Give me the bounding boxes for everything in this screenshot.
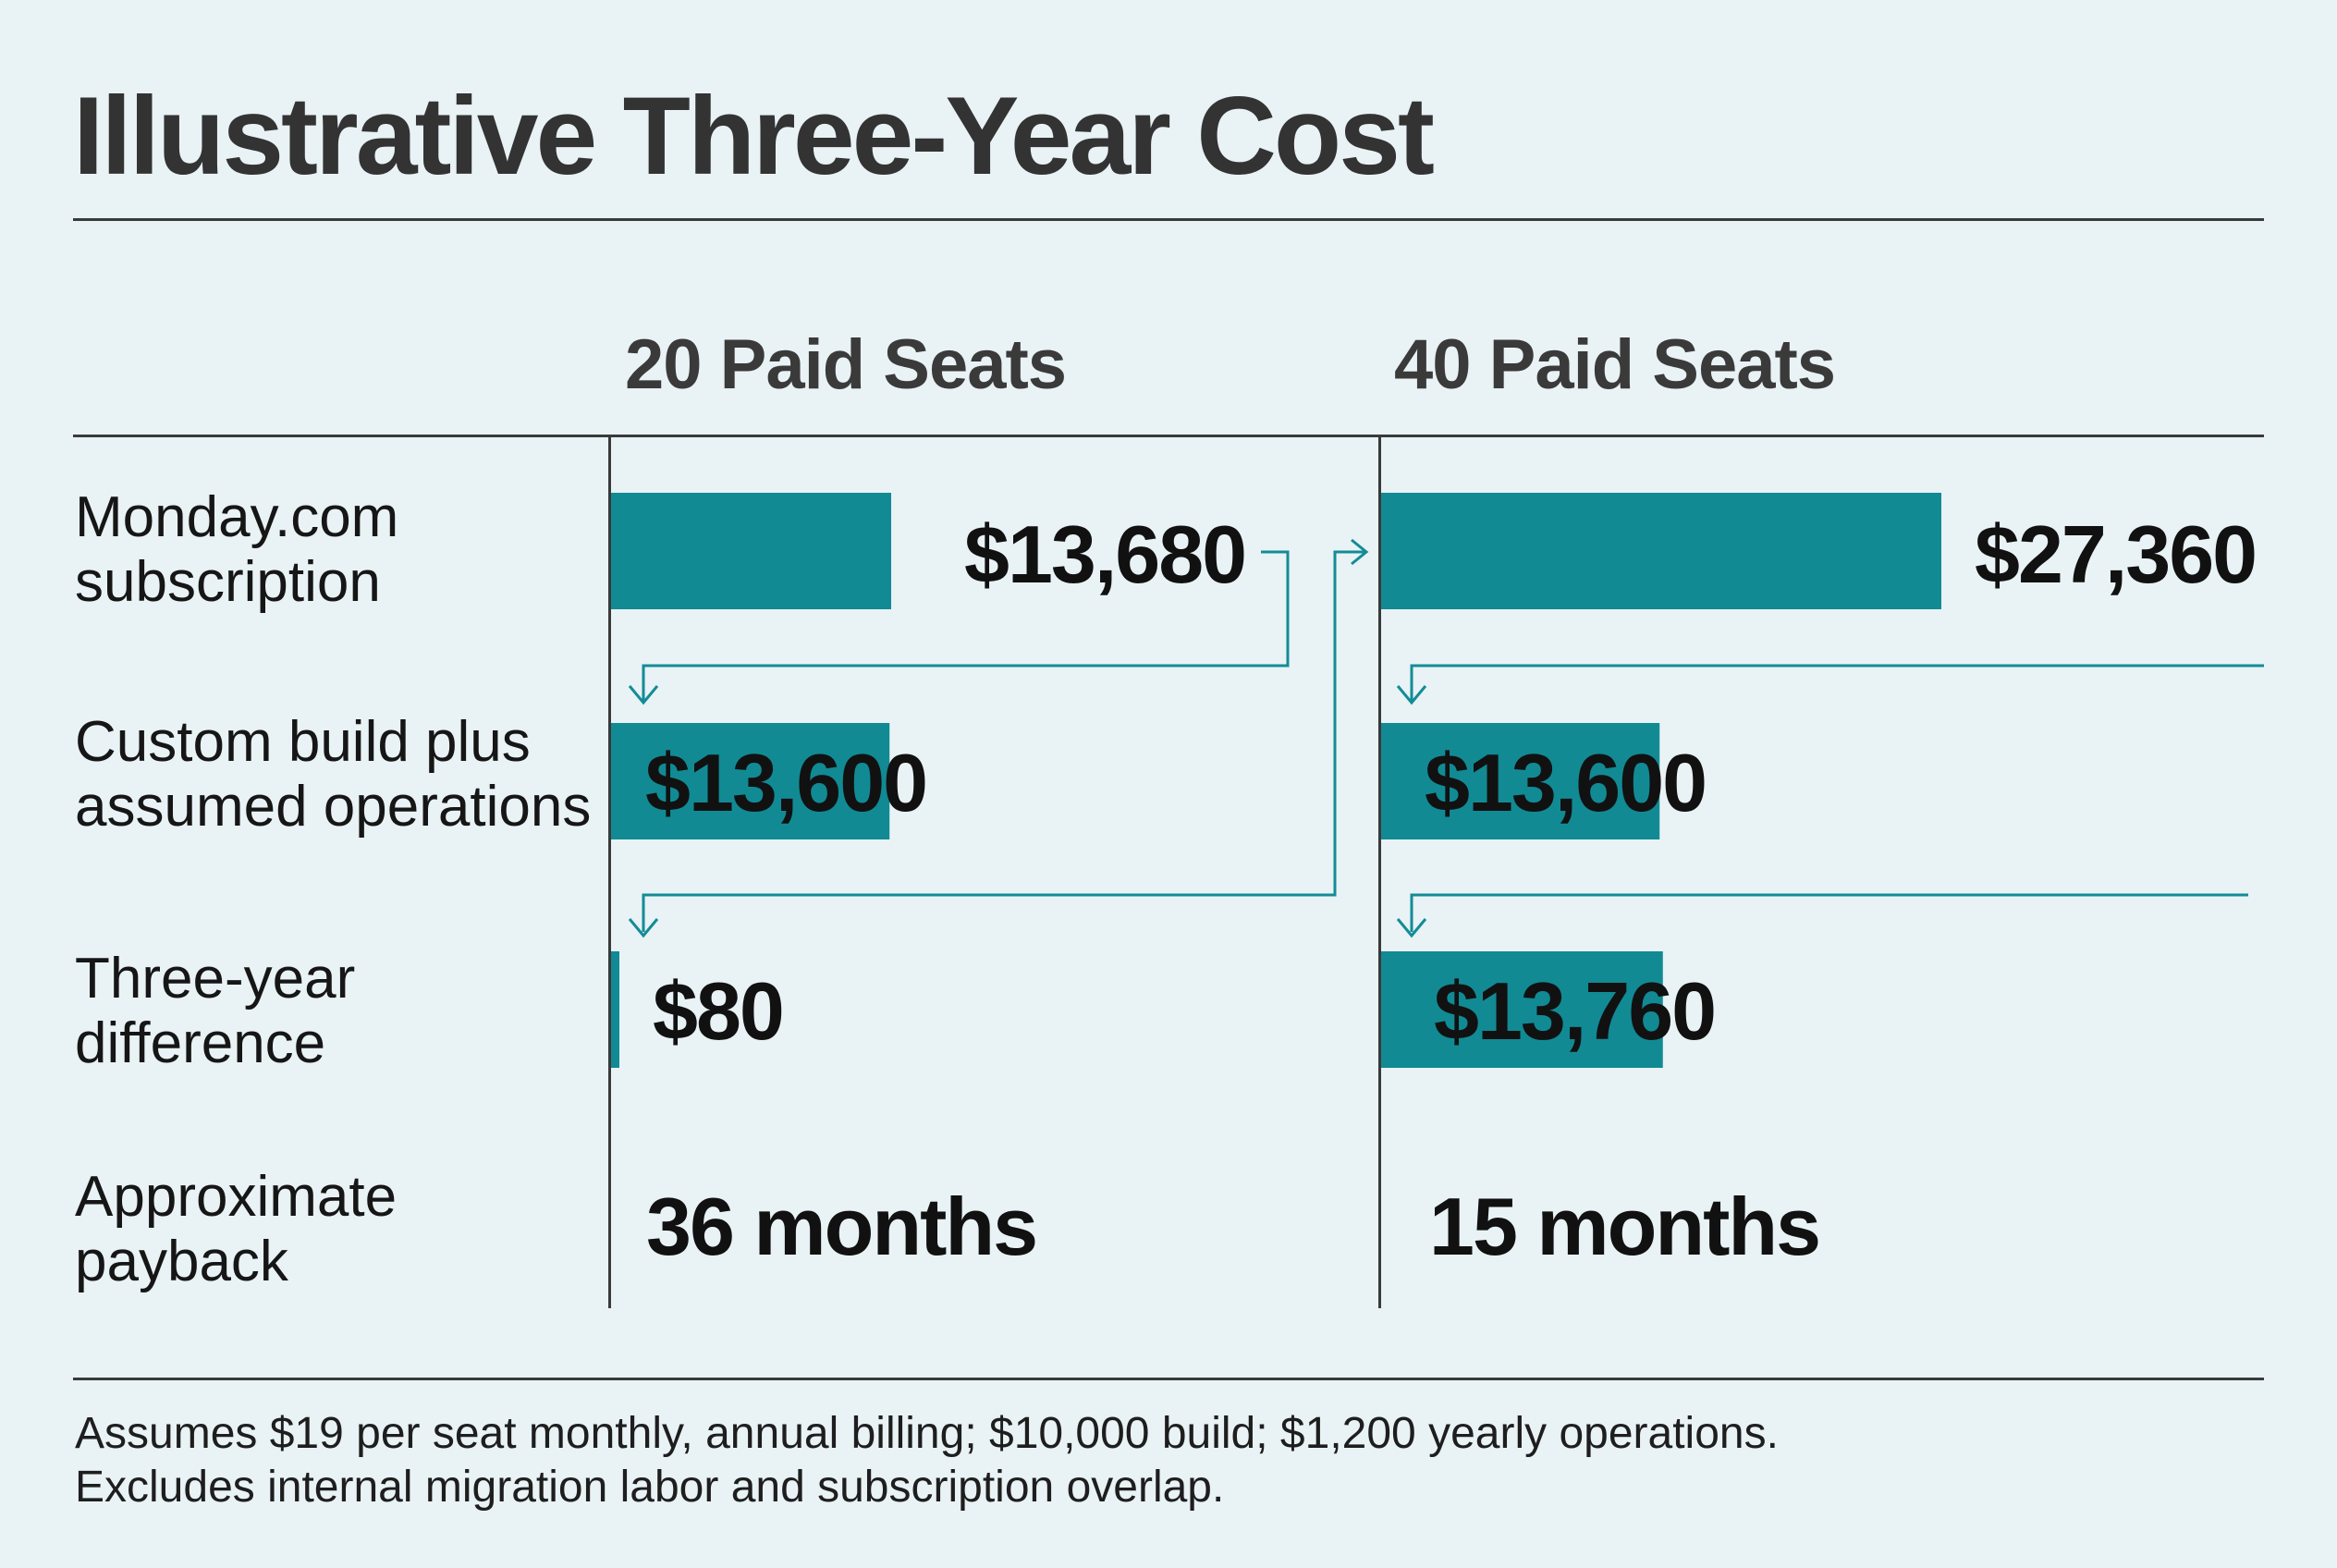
bar-40-seats-row-2 bbox=[1381, 723, 1660, 839]
column-divider-40-seats bbox=[1378, 435, 1381, 1308]
value-40-subscription: $27,360 bbox=[1975, 508, 2257, 600]
arrowhead-20-difference bbox=[628, 918, 659, 938]
arrowhead-40-build bbox=[1396, 685, 1427, 705]
bar-40-seats-row-3 bbox=[1381, 951, 1663, 1068]
footer-divider bbox=[73, 1378, 2264, 1380]
arrowhead-20-build bbox=[628, 685, 659, 705]
connector-20-to-40-seats bbox=[642, 550, 1366, 932]
connector-40-subscription-to-build bbox=[1410, 664, 2264, 701]
connector-lines bbox=[628, 538, 2264, 938]
value-20-custom-build: $13,600 bbox=[645, 737, 928, 828]
value-20-difference: $80 bbox=[653, 965, 785, 1057]
row-label-payback: Approximate payback bbox=[75, 1165, 398, 1293]
value-20-subscription: $13,680 bbox=[964, 508, 1247, 600]
chart-title: Illustrative Three-Year Cost bbox=[73, 74, 1435, 198]
bars bbox=[611, 493, 1941, 1068]
value-40-custom-build: $13,600 bbox=[1425, 737, 1707, 828]
footnote-exclusions: Excludes internal migration labor and su… bbox=[75, 1463, 1225, 1512]
bar-40-seats-row-1 bbox=[1381, 493, 1941, 609]
bar-20-seats-row-2 bbox=[611, 723, 890, 839]
value-40-payback: 15 months bbox=[1429, 1181, 1821, 1272]
row-label-difference: Three-year difference bbox=[75, 947, 356, 1075]
arrowhead-40-subscription bbox=[1351, 538, 1369, 566]
row-label-subscription: Monday.com subscription bbox=[75, 485, 399, 614]
connector-40-build-to-difference bbox=[1410, 893, 2248, 932]
title-divider bbox=[73, 218, 2264, 221]
column-divider-20-seats bbox=[608, 435, 611, 1308]
header-divider bbox=[73, 435, 2264, 437]
bar-20-seats-row-3 bbox=[611, 951, 619, 1068]
row-label-custom-build: Custom build plus assumed operations bbox=[75, 710, 592, 839]
value-20-payback: 36 months bbox=[646, 1181, 1038, 1272]
arrowhead-40-difference bbox=[1396, 918, 1427, 938]
column-header-20-seats: 20 Paid Seats bbox=[625, 325, 1067, 404]
footnote-assumptions: Assumes $19 per seat monthly, annual bil… bbox=[75, 1409, 1779, 1458]
bar-20-seats-row-1 bbox=[611, 493, 891, 609]
value-40-difference: $13,760 bbox=[1434, 965, 1717, 1057]
column-header-40-seats: 40 Paid Seats bbox=[1394, 325, 1836, 404]
connector-20-subscription-to-build bbox=[642, 550, 1290, 701]
